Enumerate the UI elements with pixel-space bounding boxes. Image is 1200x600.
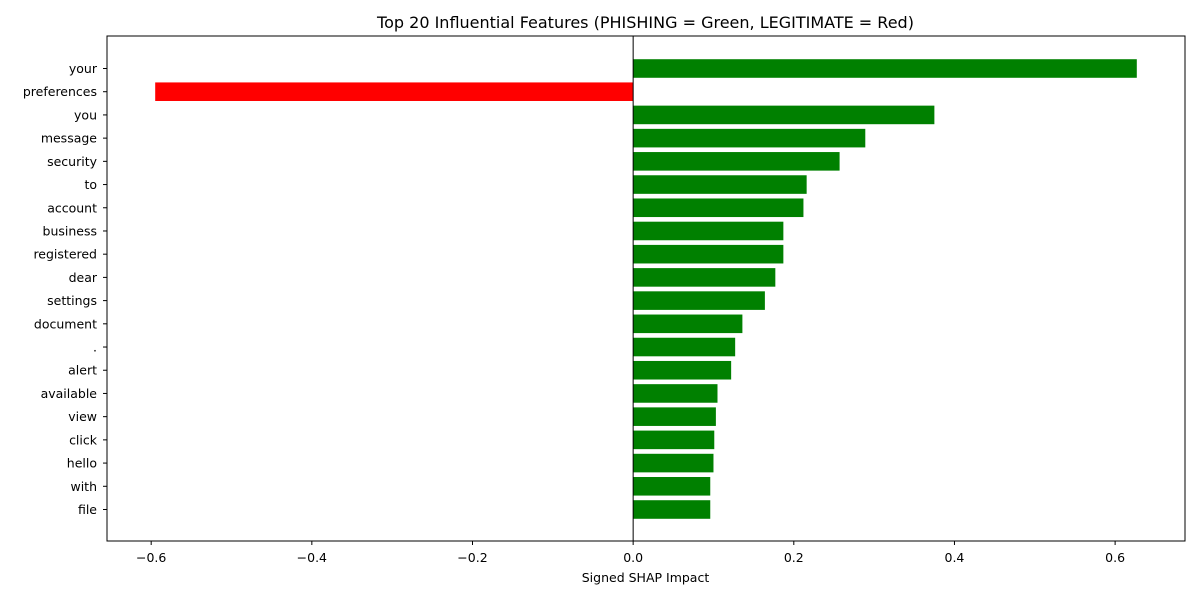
y-tick-label: view <box>68 409 97 424</box>
y-tick-label: dear <box>69 270 98 285</box>
bar-with <box>633 477 711 496</box>
y-tick-label: registered <box>33 247 97 262</box>
bar-your <box>633 59 1137 78</box>
bar-account <box>633 198 804 218</box>
bar-click <box>633 430 715 450</box>
bar-preferences <box>155 82 634 101</box>
bar-settings <box>633 291 765 310</box>
y-tick-label: click <box>69 432 98 447</box>
x-tick-label: 0.0 <box>623 550 643 565</box>
bar-available <box>633 384 718 403</box>
y-tick-label: account <box>47 200 97 215</box>
x-axis-label: Signed SHAP Impact <box>582 570 710 585</box>
bar-to <box>633 175 807 194</box>
bar-message <box>633 128 866 148</box>
x-tick-label: 0.4 <box>945 550 965 565</box>
y-tick-label: you <box>74 107 97 122</box>
y-tick-label: security <box>47 154 98 169</box>
y-tick-label: hello <box>67 456 97 471</box>
y-tick-label: to <box>84 177 97 192</box>
x-tick-label: −0.4 <box>297 550 327 565</box>
y-tick-label: your <box>69 61 98 76</box>
x-tick-label: 0.2 <box>784 550 804 565</box>
x-tick-label: −0.2 <box>457 550 487 565</box>
y-tick-label: alert <box>68 363 97 378</box>
bar-file <box>633 500 711 519</box>
plot-area: your preferences you message security to accou… <box>23 35 1186 565</box>
y-tick-label: message <box>41 131 97 146</box>
x-tick-label: −0.6 <box>136 550 166 565</box>
chart-title: Top 20 Influential Features (PHISHING = … <box>376 13 914 32</box>
bar-registered <box>633 244 784 264</box>
bar-hello <box>633 453 714 473</box>
y-tick-label: with <box>70 479 97 494</box>
axes-frame <box>106 35 1186 542</box>
bar-business <box>633 221 784 241</box>
y-tick-label: document <box>34 316 97 331</box>
bar-document <box>633 314 743 334</box>
bar-security <box>633 152 840 171</box>
y-tick-label: available <box>41 386 98 401</box>
bar-you <box>633 105 935 125</box>
bar-. <box>633 337 736 357</box>
bar-dear <box>633 268 776 287</box>
y-tick-label: business <box>43 223 97 238</box>
x-tick-label: 0.6 <box>1105 550 1125 565</box>
y-tick-label: settings <box>47 293 97 308</box>
y-tick-label: . <box>93 340 97 355</box>
y-tick-label: file <box>78 502 97 517</box>
y-tick-label: preferences <box>23 84 97 99</box>
bar-view <box>633 407 716 426</box>
bar-alert <box>633 360 732 380</box>
